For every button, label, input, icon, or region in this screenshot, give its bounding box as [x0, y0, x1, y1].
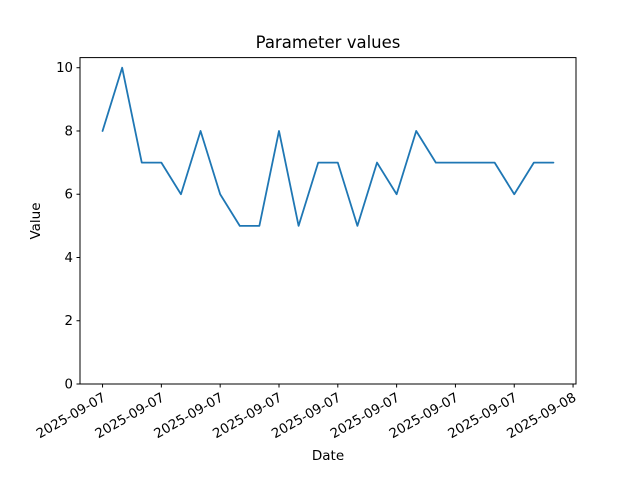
y-tick-label: 4 [65, 251, 73, 266]
plot-spines [79, 57, 577, 385]
chart-title: Parameter values [256, 33, 401, 52]
x-axis-ticks: 2025-09-072025-09-072025-09-072025-09-07… [34, 384, 579, 442]
y-tick-label: 8 [65, 124, 73, 139]
axes-border [79, 57, 577, 385]
y-tick-label: 0 [65, 378, 73, 393]
data-series-line [101, 66, 555, 227]
y-tick-label: 6 [65, 188, 73, 203]
y-tick-label: 10 [56, 61, 73, 76]
y-tick-label: 2 [65, 314, 73, 329]
x-axis-label: Date [312, 448, 344, 464]
y-axis-ticks: 0 2 4 6 8 10 [56, 61, 80, 393]
y-axis-label: Value [28, 202, 44, 239]
